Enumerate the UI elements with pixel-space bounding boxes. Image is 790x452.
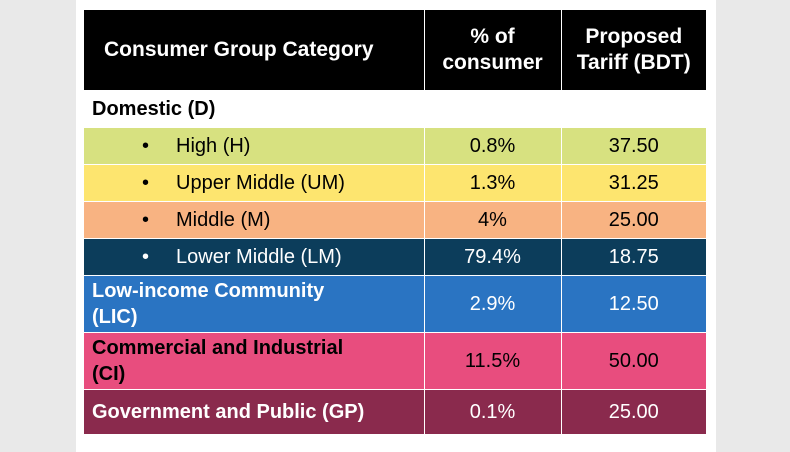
- table-row: • Lower Middle (LM) 79.4% 18.75: [84, 238, 706, 276]
- header-percent-line2: consumer: [442, 51, 543, 74]
- row-tariff: 50.00: [560, 332, 706, 390]
- bullet-icon: •: [142, 208, 150, 231]
- row-tariff: 37.50: [560, 127, 706, 165]
- row-tariff: 31.25: [560, 164, 706, 202]
- header-tariff-line2: Tariff (BDT): [576, 51, 691, 74]
- header-percent: % of consumer: [423, 10, 561, 91]
- row-domestic-tariff: [560, 90, 706, 128]
- row-domestic-label: Domestic (D): [84, 90, 424, 128]
- row-category: Low-income Community (LIC): [84, 275, 424, 333]
- row-percent: 79.4%: [423, 238, 561, 276]
- row-percent: 11.5%: [423, 332, 561, 390]
- bullet-icon: •: [142, 134, 150, 157]
- row-percent: 1.3%: [423, 164, 561, 202]
- row-percent: 2.9%: [423, 275, 561, 333]
- header-category: Consumer Group Category: [84, 10, 424, 91]
- row-percent: 0.8%: [423, 127, 561, 165]
- table-header-row: Consumer Group Category % of consumer Pr…: [84, 10, 706, 91]
- row-percent: 0.1%: [423, 389, 561, 434]
- row-category: • High (H): [84, 127, 424, 165]
- row-category-text: High (H): [176, 134, 251, 157]
- row-tariff: 25.00: [560, 389, 706, 434]
- row-category-text: Lower Middle (LM): [176, 245, 342, 268]
- row-tariff: 12.50: [560, 275, 706, 333]
- table-row: Low-income Community (LIC) 2.9% 12.50: [84, 275, 706, 333]
- table-row: • High (H) 0.8% 37.50: [84, 127, 706, 165]
- row-tariff: 18.75: [560, 238, 706, 276]
- row-domestic-percent: [423, 90, 561, 128]
- table-row-domestic: Domestic (D): [84, 90, 706, 128]
- row-tariff: 25.00: [560, 201, 706, 239]
- row-category: • Lower Middle (LM): [84, 238, 424, 276]
- header-percent-line1: % of: [470, 25, 515, 48]
- bullet-icon: •: [142, 245, 150, 268]
- bullet-icon: •: [142, 171, 150, 194]
- row-category-line2: (LIC): [92, 306, 138, 328]
- table-row: • Middle (M) 4% 25.00: [84, 201, 706, 239]
- row-category-line1: Commercial and Industrial: [92, 337, 344, 359]
- row-percent: 4%: [423, 201, 561, 239]
- header-tariff: Proposed Tariff (BDT): [560, 10, 706, 91]
- row-category-line1: Low-income Community: [92, 280, 325, 302]
- row-category: • Middle (M): [84, 201, 424, 239]
- table-row: Government and Public (GP) 0.1% 25.00: [84, 389, 706, 434]
- row-category: Commercial and Industrial (CI): [84, 332, 424, 390]
- tariff-table: Consumer Group Category % of consumer Pr…: [84, 10, 706, 434]
- table-row: • Upper Middle (UM) 1.3% 31.25: [84, 164, 706, 202]
- row-category: • Upper Middle (UM): [84, 164, 424, 202]
- header-tariff-line1: Proposed: [585, 25, 683, 48]
- row-category-line2: (CI): [92, 363, 126, 385]
- row-category-text: Upper Middle (UM): [176, 171, 345, 194]
- row-category: Government and Public (GP): [84, 389, 424, 434]
- row-category-text: Middle (M): [176, 208, 271, 231]
- table-row: Commercial and Industrial (CI) 11.5% 50.…: [84, 332, 706, 390]
